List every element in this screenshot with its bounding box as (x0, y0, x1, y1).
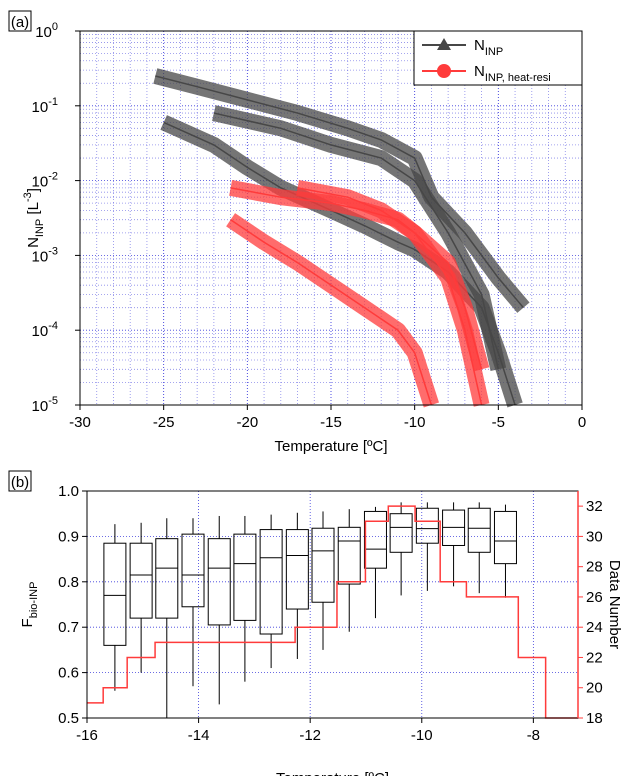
data-line (230, 219, 433, 406)
text-part: -1 (48, 96, 58, 108)
step-line (87, 505, 578, 719)
x-tick-label: -25 (153, 414, 175, 431)
data-line (163, 121, 516, 406)
text-part: -2 (48, 171, 58, 183)
x-tick-label: -16 (76, 727, 98, 744)
y2-tick-label: 26 (586, 589, 603, 606)
text-part: -5 (48, 395, 58, 407)
text-part: 10 (32, 398, 49, 415)
x-axis-label: Temperature [ºC] (276, 770, 389, 776)
y-tick-label: 0.5 (58, 710, 79, 727)
text-part: ] (25, 188, 42, 192)
text-part: 10 (35, 24, 52, 41)
box (337, 526, 361, 585)
text-part: bio-INP (28, 582, 40, 619)
text-part: INP (485, 46, 503, 58)
y2-tick-label: 20 (586, 680, 603, 697)
y-tick-label: 10-1 (32, 96, 58, 116)
y-tick-label: 10-3 (32, 245, 58, 265)
text-part: 10 (32, 174, 49, 191)
x-tick-label: 0 (578, 414, 586, 431)
y-axis-label: Fbio-INP (19, 582, 40, 628)
data-line (213, 112, 500, 370)
y2-tick-label: 28 (586, 559, 603, 576)
y-tick-label: 0.8 (58, 574, 79, 591)
box (389, 513, 413, 553)
text-part: -3 (22, 192, 34, 202)
text-part: INP (34, 219, 46, 237)
text-part: 0 (52, 21, 58, 33)
legend-label: NINP (474, 37, 503, 58)
text-part: 10 (32, 99, 49, 116)
plot-frame (86, 490, 579, 719)
box (415, 507, 439, 544)
box (259, 529, 283, 635)
x-tick-label: -12 (299, 727, 321, 744)
text-part: INP, heat-resi (485, 72, 551, 84)
text-part: 10 (32, 323, 49, 340)
y-tick-label: 0.6 (58, 665, 79, 682)
y-tick-label: 0.9 (58, 528, 79, 545)
text-part: N (474, 37, 485, 54)
text-part: N (25, 237, 42, 248)
box (155, 538, 179, 619)
x-tick-label: -20 (236, 414, 258, 431)
y2-axis-label: Data Number (606, 560, 623, 649)
box (233, 533, 257, 621)
y-tick-label: 10-4 (32, 320, 58, 340)
y-axis-label: NINP [L-3] (22, 188, 46, 248)
y-tick-label: 0.7 (58, 619, 79, 636)
box (467, 507, 491, 553)
x-tick-label: -10 (411, 727, 433, 744)
y-tick-label: 1.0 (58, 483, 79, 500)
box (207, 538, 231, 626)
text-part: F (19, 618, 36, 627)
x-tick-label: -10 (404, 414, 426, 431)
panel-label: (a) (11, 14, 29, 31)
panel-label-box (8, 470, 32, 492)
y-tick-label: 10-5 (32, 395, 58, 415)
text-part: [L (25, 202, 42, 219)
text-part: 10 (32, 248, 49, 265)
x-tick-label: -30 (69, 414, 91, 431)
text-part: -4 (48, 320, 58, 332)
y-tick-label: 10-2 (32, 171, 58, 191)
data-line (155, 75, 525, 309)
x-tick-label: -8 (527, 727, 540, 744)
x-axis-label: Temperature [ºC] (274, 438, 387, 455)
y-tick-label: 100 (35, 21, 58, 41)
legend-marker (437, 64, 451, 78)
box (493, 510, 517, 565)
panel-label: (b) (11, 474, 29, 491)
text-part: N (474, 63, 485, 80)
y2-tick-label: 30 (586, 528, 603, 545)
box (129, 542, 153, 619)
box (103, 542, 127, 646)
y2-tick-label: 18 (586, 710, 603, 727)
panel-label-box (8, 10, 32, 32)
box (285, 529, 309, 610)
plot-frame (79, 30, 583, 406)
data-line (297, 187, 483, 406)
box (181, 533, 205, 608)
y2-tick-label: 32 (586, 498, 603, 515)
y2-tick-label: 22 (586, 649, 603, 666)
x-tick-label: -14 (188, 727, 210, 744)
text-part: -3 (48, 245, 58, 257)
x-tick-label: -15 (320, 414, 342, 431)
legend-box (413, 30, 583, 86)
legend-marker (437, 38, 451, 50)
box (311, 527, 335, 603)
box (363, 510, 387, 569)
legend-label: NINP, heat-resi (474, 63, 551, 84)
x-tick-label: -5 (492, 414, 505, 431)
y2-tick-label: 24 (586, 619, 603, 636)
